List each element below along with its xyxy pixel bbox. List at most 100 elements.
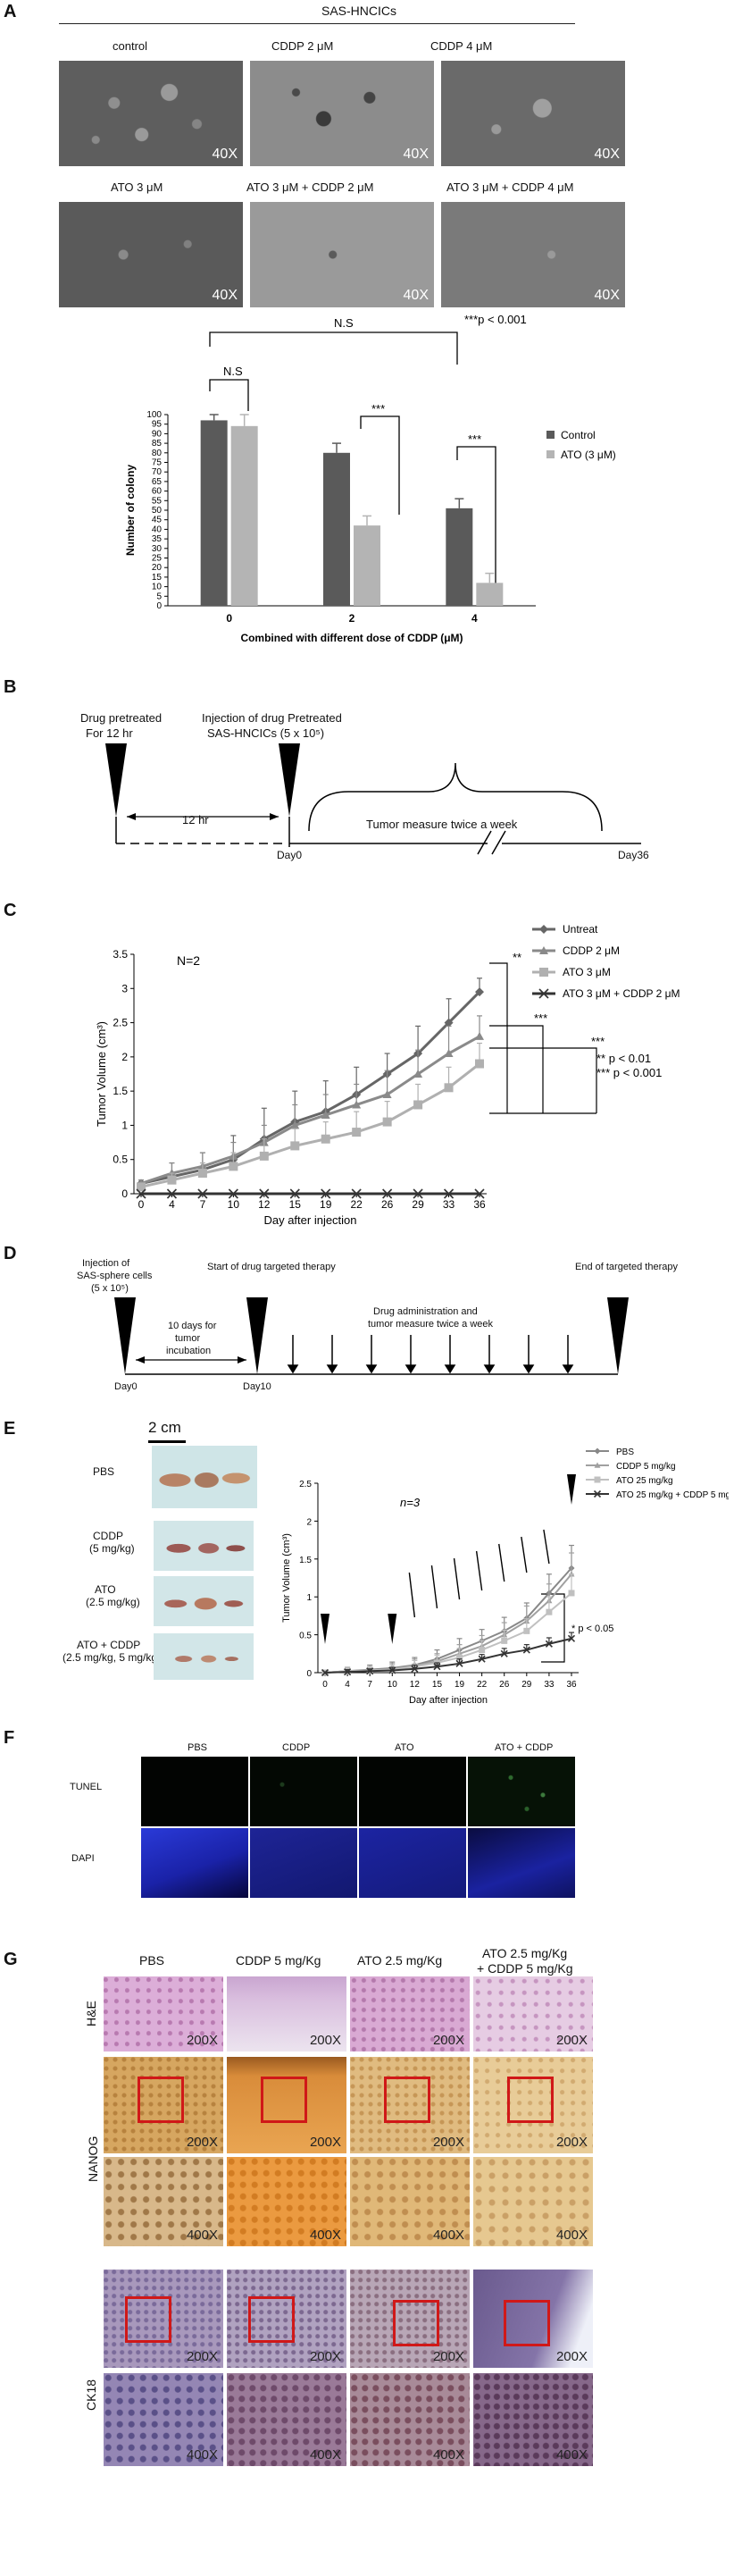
data-point	[594, 1462, 601, 1468]
e-tumor-photo-combo	[154, 1633, 254, 1680]
d-start-arrowhead	[246, 1297, 268, 1374]
data-point	[456, 1654, 463, 1661]
x-tick-label: 36	[566, 1680, 577, 1690]
data-point	[167, 1175, 177, 1185]
series-line	[324, 1637, 572, 1674]
y-tick-label: 0	[306, 1669, 312, 1679]
g-ck18400-ato: 400X	[350, 2373, 470, 2466]
f-row-dapi: DAPI	[71, 1853, 95, 1864]
y-tick-label: 25	[152, 554, 163, 564]
data-point	[136, 1188, 146, 1199]
y-tick-label: 5	[156, 592, 162, 601]
g-nanog200-combo: 200X	[473, 2057, 593, 2153]
b-pretreat-arrowhead	[105, 743, 127, 817]
data-point	[290, 1141, 300, 1151]
magnification-label: 200X	[186, 2349, 218, 2364]
e-group-combo: ATO + CDDP	[77, 1639, 141, 1651]
group-title-rule	[59, 23, 575, 24]
magnification-label: 200X	[309, 2349, 341, 2364]
b-measure-brace	[308, 762, 603, 832]
d-injection-arrowhead	[114, 1297, 136, 1374]
data-point	[413, 1188, 423, 1199]
data-point	[539, 968, 548, 977]
magnification-label: 400X	[555, 2228, 588, 2243]
zoom-region-box	[384, 2077, 430, 2123]
data-point	[411, 1665, 419, 1673]
y-tick-label: 80	[152, 449, 163, 458]
y-tick-label: 1	[306, 1593, 312, 1603]
magnification-label: 400X	[309, 2228, 341, 2243]
bar	[354, 525, 380, 606]
x-axis-title: Day after injection	[409, 1695, 488, 1706]
g-col-cddp: CDDP 5 mg/Kg	[236, 1953, 321, 1968]
d-day0: Day0	[114, 1381, 138, 1392]
g-ck18400-cddp: 400X	[227, 2373, 346, 2466]
magnification-label: 400X	[432, 2447, 464, 2463]
series-line	[140, 991, 481, 1185]
data-point	[228, 1188, 238, 1199]
y-tick-label: 0	[121, 1187, 128, 1200]
data-point	[538, 988, 549, 999]
legend-label: ATO 25 mg/kg	[616, 1476, 673, 1486]
g-row-ck18: CK18	[84, 2379, 98, 2411]
data-point	[474, 1188, 485, 1199]
data-point	[344, 1668, 352, 1676]
y-tick-label: 2	[121, 1051, 128, 1063]
e-sig: * p < 0.05	[571, 1624, 613, 1634]
d-injection-line3: (5 x 10⁵)	[91, 1283, 129, 1294]
colony-image-control: 40X	[59, 61, 243, 166]
d-incubation-line3: incubation	[166, 1346, 212, 1356]
y-tick-label: 2	[306, 1517, 312, 1527]
y-tick-label: 10	[152, 583, 163, 592]
x-tick-label: 12	[258, 1198, 271, 1211]
data-point	[475, 1031, 484, 1040]
data-point	[321, 1110, 330, 1119]
dose-arrow	[543, 1529, 550, 1565]
magnification-label: 200X	[555, 2135, 588, 2150]
data-point	[568, 1590, 575, 1597]
y-tick-label: 45	[152, 516, 163, 525]
y-tick-label: 60	[152, 487, 163, 497]
data-point	[475, 987, 484, 997]
data-point	[388, 1666, 396, 1674]
g-he-ato: 200X	[350, 1976, 470, 2052]
g-col-ato: ATO 2.5 mg/Kg	[357, 1953, 443, 1968]
f-col-ato: ATO	[395, 1742, 414, 1753]
g-ck18200-cddp: 200X	[227, 2270, 346, 2368]
data-point	[522, 1646, 530, 1654]
data-point	[479, 1647, 486, 1654]
data-point	[413, 1100, 423, 1110]
c-sig-3: ***	[591, 1035, 605, 1048]
y-tick-label: 65	[152, 477, 163, 487]
x-tick-label: 4	[345, 1680, 350, 1690]
sig-pvalue: ***p < 0.001	[464, 313, 527, 326]
y-tick-label: 1.5	[113, 1085, 128, 1097]
e-tumor-photo-ato	[154, 1576, 254, 1626]
data-point	[229, 1162, 238, 1171]
data-point	[197, 1188, 208, 1199]
panel-letter-a: A	[4, 2, 17, 21]
data-point	[523, 1627, 530, 1634]
f-dapi-combo	[468, 1828, 575, 1898]
chart-tumor-c: N=2 ** *** *** ** p < 0.01 *** p < 0.001…	[95, 923, 680, 1227]
series-line	[140, 1035, 480, 1185]
panel-letter-c: C	[4, 901, 17, 920]
x-tick-label: 15	[289, 1198, 302, 1211]
y-tick-label: 90	[152, 429, 163, 439]
magnification-label: 200X	[432, 2135, 464, 2150]
b-day0: Day0	[277, 849, 303, 861]
g-nanog400-ato: 400X	[350, 2157, 470, 2246]
data-point	[382, 1188, 393, 1199]
y-tick-label: 15	[152, 573, 163, 583]
data-point	[478, 1655, 486, 1663]
magnification-label: 40X	[594, 147, 620, 162]
magnification-label: 400X	[309, 2447, 341, 2463]
image-label-control: control	[113, 39, 148, 53]
d-injection-line1: Injection of	[82, 1258, 130, 1269]
g-he-combo: 200X	[473, 1976, 593, 2052]
image-label-ato3-cddp4: ATO 3 μM + CDDP 4 μM	[446, 180, 574, 194]
x-tick-label: 12	[410, 1680, 421, 1690]
legend-label: Control	[561, 429, 596, 441]
legend-label: ATO 25 mg/kg + CDDP 5 mg/kg	[616, 1490, 729, 1500]
data-point	[594, 1476, 601, 1483]
